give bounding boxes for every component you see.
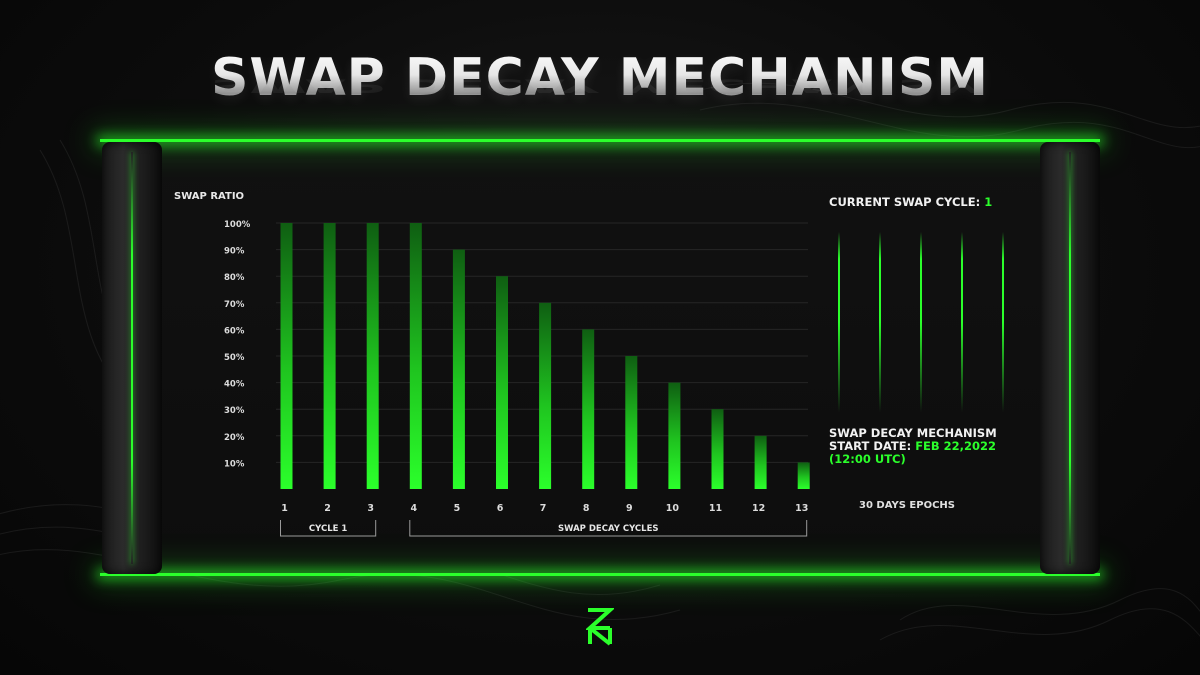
right-roller-stripe xyxy=(1069,152,1071,564)
start-date-value: FEB 22,2022 xyxy=(915,439,997,453)
y-tick-label: 20% xyxy=(224,433,245,443)
y-tick-label: 80% xyxy=(224,273,245,283)
annotation-label: CYCLE 1 xyxy=(309,524,348,534)
start-date-block: SWAP DECAY MECHANISM START DATE: FEB 22,… xyxy=(829,427,997,466)
cycle-marker xyxy=(838,232,840,412)
x-tick-label: 1 xyxy=(281,503,288,514)
y-tick-label: 60% xyxy=(224,326,245,336)
start-date-label: START DATE: xyxy=(829,439,912,453)
x-tick-label: 9 xyxy=(626,503,633,514)
cycle-marker xyxy=(879,232,881,412)
bar xyxy=(280,223,293,489)
annotation-label: SWAP DECAY CYCLES xyxy=(558,524,659,534)
bar xyxy=(668,382,681,489)
y-tick-label: 100% xyxy=(224,220,251,230)
left-roller-stripe xyxy=(131,152,133,564)
y-axis-title: SWAP RATIO xyxy=(174,191,245,202)
y-tick-label: 40% xyxy=(224,380,245,390)
top-glow-line xyxy=(100,139,1100,142)
zn-logo-icon xyxy=(586,608,614,646)
start-heading: SWAP DECAY MECHANISM xyxy=(829,426,997,440)
bottom-glow-line xyxy=(100,573,1100,576)
y-tick-label: 10% xyxy=(224,459,245,469)
current-cycle-value: 1 xyxy=(984,195,993,209)
right-roller xyxy=(1040,142,1100,574)
page-title: SWAP DECAY MECHANISM xyxy=(210,48,990,108)
x-tick-label: 7 xyxy=(540,503,547,514)
bar xyxy=(409,223,422,489)
left-roller xyxy=(102,142,162,574)
bar xyxy=(323,223,336,489)
title-container: SWAP DECAY MECHANISM xyxy=(0,48,1200,108)
x-tick-label: 5 xyxy=(454,503,461,514)
x-tick-label: 12 xyxy=(752,503,765,514)
y-tick-label: 30% xyxy=(224,406,245,416)
bar xyxy=(625,356,638,489)
y-tick-label: 90% xyxy=(224,247,245,257)
x-tick-label: 4 xyxy=(410,503,417,514)
x-tick-label: 3 xyxy=(367,503,374,514)
bar xyxy=(754,435,767,489)
x-tick-label: 10 xyxy=(666,503,680,514)
bar xyxy=(496,276,508,489)
annotation-bracket xyxy=(409,520,808,537)
bar xyxy=(797,462,810,489)
epochs-label: 30 DAYS EPOCHS xyxy=(859,500,955,511)
y-tick-label: 50% xyxy=(224,353,245,363)
x-tick-label: 6 xyxy=(497,503,504,514)
y-tick-label: 70% xyxy=(224,300,245,310)
cycle-marker xyxy=(920,232,922,412)
x-tick-label: 13 xyxy=(795,503,808,514)
start-date-line: START DATE: FEB 22,2022 xyxy=(829,440,997,453)
cycle-marker xyxy=(961,232,963,412)
bar xyxy=(366,223,379,489)
cycle-markers xyxy=(820,232,1020,412)
start-time: (12:00 UTC) xyxy=(829,452,906,466)
current-cycle-label: CURRENT SWAP CYCLE: xyxy=(829,195,981,209)
bar xyxy=(452,249,465,489)
bar xyxy=(711,409,724,489)
annotation-bracket xyxy=(280,520,377,537)
x-tick-label: 11 xyxy=(709,503,722,514)
current-cycle-heading: CURRENT SWAP CYCLE: 1 xyxy=(829,195,992,209)
x-tick-label: 8 xyxy=(583,503,590,514)
bar xyxy=(539,302,552,489)
bar xyxy=(582,329,595,489)
cycle-marker xyxy=(1002,232,1004,412)
x-tick-label: 2 xyxy=(324,503,331,514)
